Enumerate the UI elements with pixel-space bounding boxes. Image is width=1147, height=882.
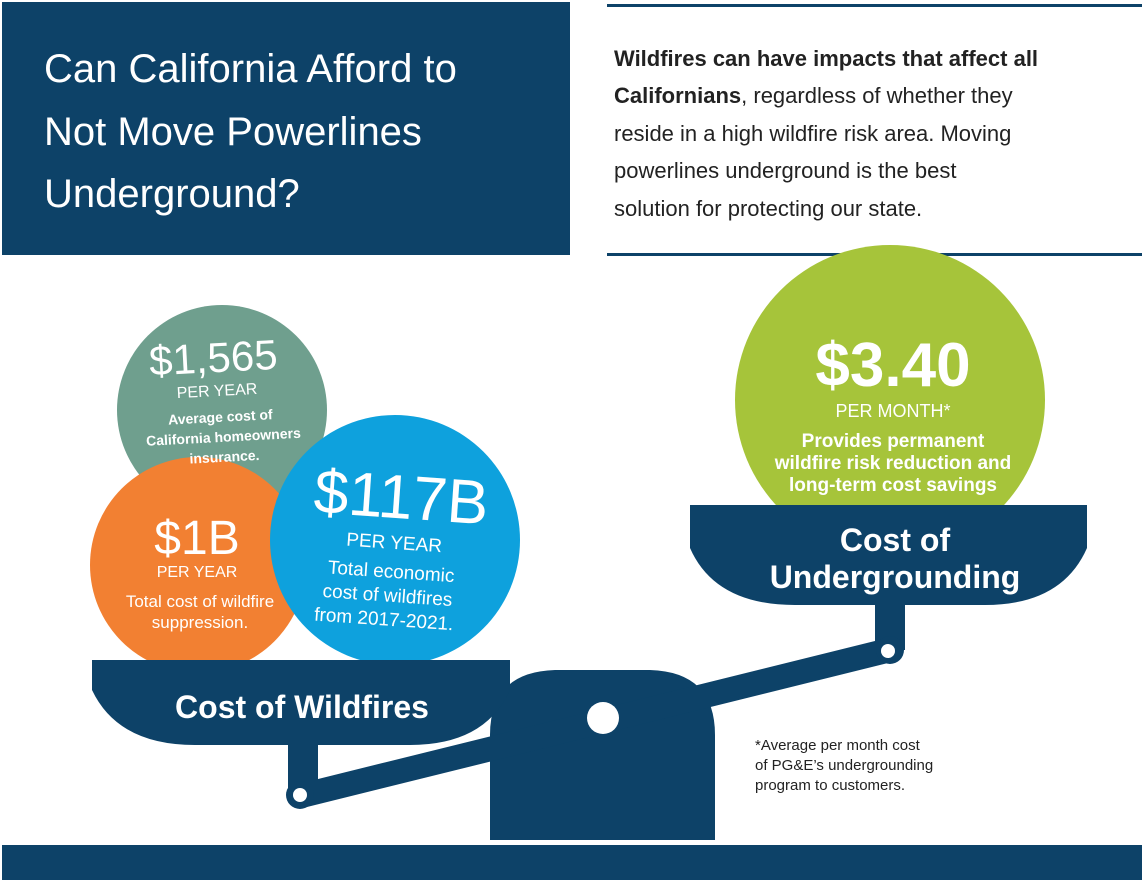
- scale: [92, 505, 1087, 840]
- amount: $1B: [154, 512, 239, 565]
- pivot-hole: [293, 788, 307, 802]
- intro-bold: Californians: [614, 83, 741, 108]
- pan-label: Undergrounding: [770, 559, 1021, 595]
- description: long-term cost savings: [789, 475, 997, 496]
- intro-line: Californians, regardless of whether they: [614, 83, 1013, 108]
- intro-line: powerlines underground is the best: [614, 158, 956, 183]
- description: insurance.: [189, 447, 260, 467]
- base-hole: [587, 702, 619, 734]
- footnote-line: *Average per month cost: [755, 737, 921, 754]
- description: Average cost of: [168, 406, 274, 427]
- intro-text: , regardless of whether they: [741, 83, 1012, 108]
- right-pan: [690, 505, 1087, 605]
- description: suppression.: [152, 613, 248, 632]
- intro-line: Wildfires can have impacts that affect a…: [614, 46, 1038, 71]
- period: PER YEAR: [176, 381, 257, 402]
- left-pan: [92, 660, 510, 745]
- footnote-line: of PG&E’s undergrounding: [755, 757, 933, 774]
- pan-label: Cost of Wildfires: [175, 689, 429, 725]
- title-line: Can California Afford to: [44, 47, 457, 91]
- title-box: [2, 2, 570, 255]
- bottom-bar: [2, 845, 1142, 880]
- period: PER MONTH*: [835, 401, 950, 421]
- economic-circle: [270, 415, 520, 665]
- title-line: Underground?: [44, 172, 300, 216]
- description: Total cost of wildfire: [126, 592, 274, 611]
- description: wildfire risk reduction and: [774, 453, 1012, 474]
- description: Provides permanent: [802, 431, 985, 452]
- amount: $1,565: [148, 331, 279, 385]
- intro-line: solution for protecting our state.: [614, 196, 922, 221]
- title-line: Not Move Powerlines: [44, 110, 422, 154]
- intro-line: reside in a high wildfire risk area. Mov…: [614, 121, 1011, 146]
- amount: $117B: [312, 457, 491, 538]
- pivot-hole: [881, 644, 895, 658]
- footnote-line: program to customers.: [755, 777, 905, 794]
- amount: $3.40: [815, 331, 970, 400]
- suppression-circle: [90, 457, 306, 673]
- period: PER YEAR: [157, 564, 238, 581]
- undergrounding-circle: [735, 245, 1045, 555]
- pan-label: Cost of: [840, 522, 951, 558]
- rule: [607, 4, 1142, 7]
- footnote: *Average per month cost of PG&E’s underg…: [755, 737, 933, 794]
- intro: Wildfires can have impacts that affect a…: [614, 46, 1038, 221]
